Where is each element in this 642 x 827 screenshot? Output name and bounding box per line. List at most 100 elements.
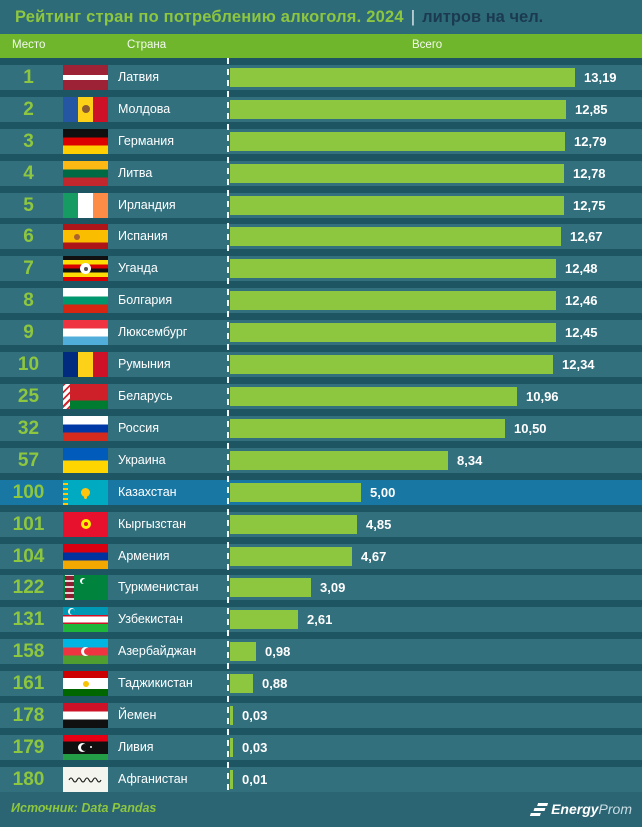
rank-label: 3 xyxy=(23,130,34,152)
value-bar xyxy=(230,450,448,470)
table-row: 5 Ирландия 12,75 xyxy=(0,186,642,218)
title-unit: литров на чел. xyxy=(422,7,544,26)
flag-ornament-strip xyxy=(63,479,68,505)
azerbaijan-flag-icon xyxy=(63,639,108,665)
rank-label: 5 xyxy=(23,194,34,216)
country-label: Афганистан xyxy=(118,771,188,786)
rank-label: 1 xyxy=(23,66,34,88)
rank-label: 131 xyxy=(12,609,45,631)
value-label: 13,19 xyxy=(584,69,617,85)
table-row: 180 Афганистан 0,01 xyxy=(0,760,642,792)
table-row: 122 Туркменистан 3,09 xyxy=(0,569,642,601)
rank-label: 32 xyxy=(17,417,40,439)
column-header-total: Всего xyxy=(412,39,443,51)
row-band: 9 Люксембург 12,45 xyxy=(0,320,642,346)
table-row: 9 Люксембург 12,45 xyxy=(0,313,642,346)
rank-label: 161 xyxy=(12,673,45,695)
value-label: 5,00 xyxy=(370,484,396,500)
value-bar xyxy=(230,291,556,311)
afghanistan-flag-icon xyxy=(63,766,108,792)
rank-label: 180 xyxy=(12,768,45,790)
value-label: 12,78 xyxy=(573,165,606,181)
value-bar xyxy=(230,610,298,630)
table-row: 4 Литва 12,78 xyxy=(0,154,642,186)
row-band: 5 Ирландия 12,75 xyxy=(0,192,642,218)
flag-emblem xyxy=(73,233,80,240)
rank-label: 158 xyxy=(12,641,45,663)
country-label: Армения xyxy=(118,548,170,563)
value-label: 4,67 xyxy=(361,548,387,564)
value-bar xyxy=(230,195,564,215)
table-row: 1 Латвия 13,19 xyxy=(0,58,642,90)
row-band: 101 Кыргызстан 4,85 xyxy=(0,511,642,537)
ireland-flag-icon xyxy=(63,192,108,218)
energyprom-logo: EnergyProm xyxy=(529,801,632,817)
value-bar xyxy=(230,482,361,502)
country-label: Латвия xyxy=(118,69,159,84)
row-band: 10 Румыния 12,34 xyxy=(0,352,642,378)
value-bar xyxy=(230,706,233,726)
row-band: 104 Армения 4,67 xyxy=(0,543,642,569)
value-label: 8,34 xyxy=(457,452,483,468)
value-bar xyxy=(230,642,256,662)
row-band: 8 Болгария 12,46 xyxy=(0,288,642,314)
table-row: 25 Беларусь 10,96 xyxy=(0,377,642,409)
ukraine-flag-icon xyxy=(63,447,108,473)
value-bar xyxy=(230,769,233,789)
country-label: Румыния xyxy=(118,357,171,372)
rank-label: 101 xyxy=(12,513,45,535)
shahada-script-emblem xyxy=(68,777,101,783)
value-label: 12,79 xyxy=(574,133,607,149)
russia-flag-icon xyxy=(63,415,108,441)
rank-label: 6 xyxy=(23,226,34,248)
rank-label: 178 xyxy=(12,705,45,727)
row-band: 180 Афганистан 0,01 xyxy=(0,766,642,792)
table-row: 3 Германия 12,79 xyxy=(0,122,642,154)
germany-flag-icon xyxy=(63,128,108,154)
country-label: Азербайджан xyxy=(118,644,197,659)
value-bar xyxy=(230,674,253,694)
kyrgyzstan-flag-icon xyxy=(63,511,108,537)
value-bar xyxy=(230,418,505,438)
flag-emblem xyxy=(84,496,87,500)
value-bar xyxy=(230,67,575,87)
country-label: Болгария xyxy=(118,293,173,308)
value-bar xyxy=(230,259,556,279)
country-label: Германия xyxy=(118,133,175,148)
value-bar xyxy=(230,546,352,566)
value-label: 12,75 xyxy=(573,197,606,213)
footer: Источник: Data Pandas EnergyProm xyxy=(0,792,642,827)
crescent-emblem xyxy=(67,608,76,616)
row-band: 131 Узбекистан 2,61 xyxy=(0,607,642,633)
crescent-emblem xyxy=(78,742,89,752)
rank-label: 100 xyxy=(12,481,45,503)
libya-flag-icon xyxy=(63,734,108,760)
country-label: Молдова xyxy=(118,101,171,116)
flag-emblem xyxy=(89,746,92,749)
country-label: Украина xyxy=(118,452,166,467)
armenia-flag-icon xyxy=(63,543,108,569)
country-label: Казахстан xyxy=(118,484,177,499)
value-bar xyxy=(230,355,553,375)
energyprom-logo-text: EnergyProm xyxy=(551,801,632,817)
rank-label: 8 xyxy=(23,290,34,312)
flag-ornament-strip xyxy=(63,383,70,409)
value-label: 2,61 xyxy=(307,612,333,628)
table-row: 2 Молдова 12,85 xyxy=(0,90,642,122)
value-label: 4,85 xyxy=(366,516,392,532)
row-band: 7 Уганда 12,48 xyxy=(0,256,642,282)
value-bar xyxy=(230,386,517,406)
rank-label: 9 xyxy=(23,322,34,344)
rank-label: 10 xyxy=(17,354,40,376)
value-bar xyxy=(230,514,357,534)
rank-label: 179 xyxy=(12,736,45,758)
value-label: 12,85 xyxy=(575,101,608,117)
flag-emblem xyxy=(81,105,90,114)
crescent-emblem xyxy=(80,578,87,585)
value-bar xyxy=(230,227,561,247)
tajikistan-flag-icon xyxy=(63,671,108,697)
table-row: 101 Кыргызстан 4,85 xyxy=(0,505,642,537)
baseline-dashed-line xyxy=(227,58,229,792)
row-band: 1 Латвия 13,19 xyxy=(0,64,642,90)
